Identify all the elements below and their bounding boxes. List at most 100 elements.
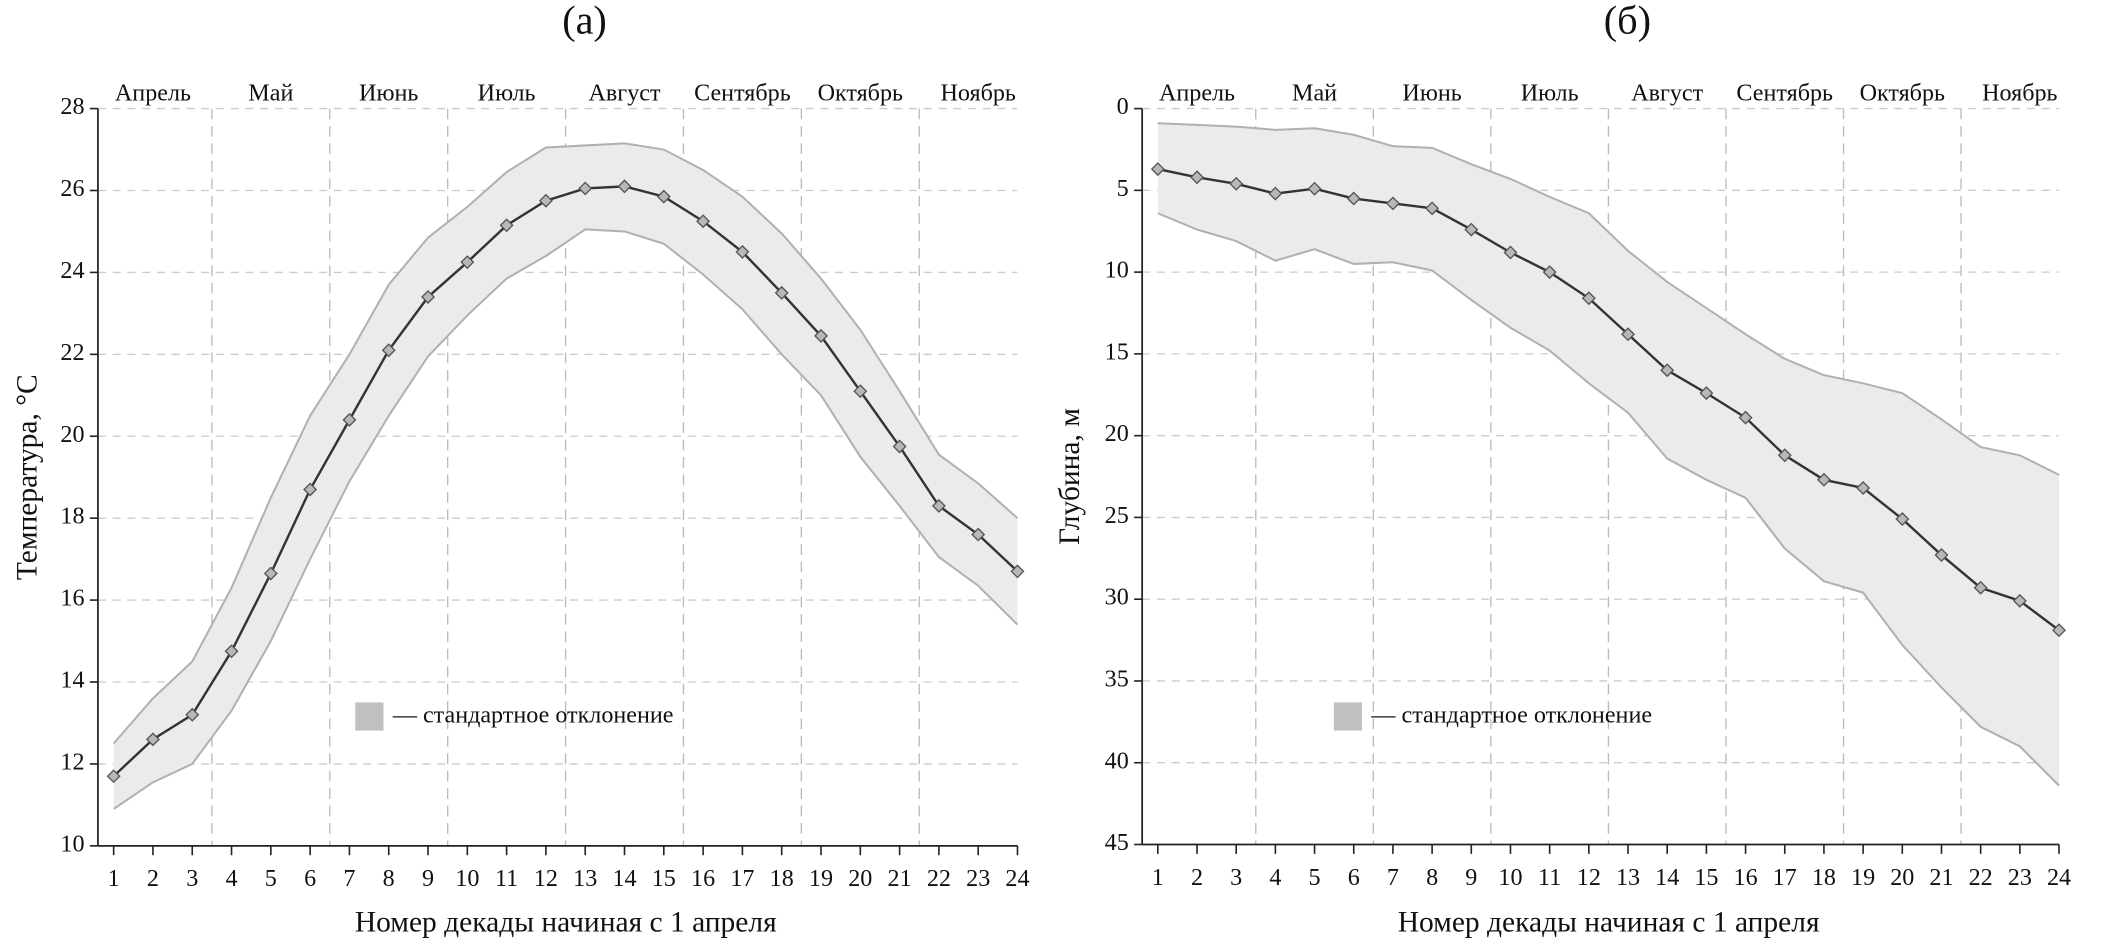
x-tick-label: 17: [1773, 865, 1797, 891]
x-tick-label: 9: [422, 866, 434, 892]
legend-label: — стандартное отклонение: [1370, 703, 1652, 729]
marker: [421, 290, 436, 304]
x-tick-label: 3: [1230, 865, 1242, 891]
y-tick-label: 15: [1105, 339, 1129, 365]
x-tick-label: 16: [691, 866, 715, 892]
y-tick-label: 28: [60, 94, 84, 120]
marker: [224, 644, 239, 659]
band-fill: [1157, 123, 2060, 786]
marker: [1934, 548, 1949, 563]
y-tick-label: 30: [1105, 585, 1129, 611]
marker: [1425, 201, 1440, 216]
y-tick-label: 35: [1105, 666, 1129, 692]
marker: [1229, 176, 1244, 191]
y-tick-label: 40: [1105, 748, 1129, 774]
band-edge: [1157, 122, 2060, 476]
marker: [1699, 386, 1714, 401]
x-tick-label: 23: [966, 866, 990, 892]
month-label: Июль: [1521, 81, 1579, 107]
legend-label: — стандартное отклонение: [392, 703, 674, 729]
marker: [1010, 564, 1025, 579]
marker: [1621, 327, 1635, 342]
legend-swatch: [1333, 702, 1362, 731]
marker: [303, 482, 318, 497]
marker: [1346, 191, 1361, 206]
x-tick-label: 1: [108, 866, 120, 892]
x-tick-label: 21: [1929, 865, 1953, 891]
band-edge: [113, 228, 1019, 810]
marker: [1856, 481, 1871, 495]
y-tick-label: 14: [60, 668, 84, 694]
x-axis-label: Номер декады начиная с 1 апреля: [1398, 907, 1820, 939]
y-tick-label: 10: [60, 831, 84, 857]
mean-line: [1157, 167, 2060, 632]
x-tick-label: 18: [770, 866, 794, 892]
marker: [263, 566, 278, 581]
month-label: Июнь: [1402, 81, 1461, 107]
legend-swatch: [355, 702, 384, 731]
x-tick-label: 17: [730, 866, 754, 892]
marker: [381, 343, 396, 358]
y-tick-label: 45: [1105, 830, 1129, 856]
month-label: Сентябрь: [694, 81, 791, 107]
marker: [892, 439, 907, 454]
x-tick-label: 22: [927, 866, 951, 892]
marker: [1816, 472, 1831, 487]
x-tick-label: 21: [888, 866, 912, 892]
marker: [106, 769, 121, 784]
x-tick-label: 12: [534, 866, 558, 892]
marker: [853, 384, 868, 399]
x-tick-label: 18: [1812, 865, 1836, 891]
marker: [814, 328, 828, 343]
x-tick-label: 23: [2008, 865, 2032, 891]
marker: [499, 218, 514, 233]
marker: [931, 498, 946, 513]
chart: (a) Номер декады начиная с 1 апреля Темпер…: [11, 0, 1029, 939]
marker: [1895, 512, 1910, 527]
x-tick-label: 22: [1969, 865, 1993, 891]
band-edge: [1157, 212, 2060, 787]
month-label: Июль: [478, 81, 536, 107]
month-label: Июнь: [359, 81, 418, 107]
marker: [460, 255, 475, 270]
y-tick-label: 26: [60, 176, 84, 202]
marker: [1542, 265, 1557, 280]
x-tick-label: 3: [186, 866, 198, 892]
y-tick-label: 5: [1117, 176, 1129, 202]
marker: [696, 214, 711, 229]
marker: [1973, 580, 1988, 595]
y-tick-label: 22: [60, 340, 84, 366]
marker: [1581, 291, 1596, 306]
x-tick-label: 4: [1269, 865, 1281, 891]
month-label: Май: [1292, 81, 1337, 107]
x-tick-label: 8: [383, 866, 395, 892]
marker: [1777, 448, 1792, 463]
marker: [1738, 410, 1753, 425]
x-tick-label: 15: [652, 866, 676, 892]
y-tick-label: 24: [60, 258, 84, 284]
chart-title: (a): [562, 0, 607, 42]
mean-line: [112, 185, 1019, 778]
month-label: Август: [1631, 81, 1703, 107]
month-label: Октябрь: [818, 81, 903, 107]
y-tick-label: 20: [1105, 421, 1129, 447]
y-tick-label: 20: [60, 422, 84, 448]
x-tick-label: 20: [848, 866, 872, 892]
x-tick-label: 24: [1005, 866, 1029, 892]
x-tick-label: 5: [265, 866, 277, 892]
y-tick-label: 16: [60, 586, 84, 612]
marker: [2012, 593, 2027, 608]
x-tick-label: 10: [455, 866, 479, 892]
x-tick-label: 6: [304, 866, 316, 892]
chart: (б) Номер декады начиная с 1 апреля Глубин…: [1054, 0, 2071, 939]
band-fill: [113, 143, 1018, 809]
x-tick-label: 13: [1616, 865, 1640, 891]
x-tick-label: 8: [1426, 865, 1438, 891]
x-axis-label: Номер декады начиная с 1 апреля: [355, 907, 777, 939]
x-tick-label: 10: [1498, 865, 1522, 891]
x-tick-label: 2: [1191, 865, 1203, 891]
x-tick-label: 16: [1734, 865, 1758, 891]
x-tick-label: 13: [573, 866, 597, 892]
x-tick-label: 7: [343, 866, 355, 892]
